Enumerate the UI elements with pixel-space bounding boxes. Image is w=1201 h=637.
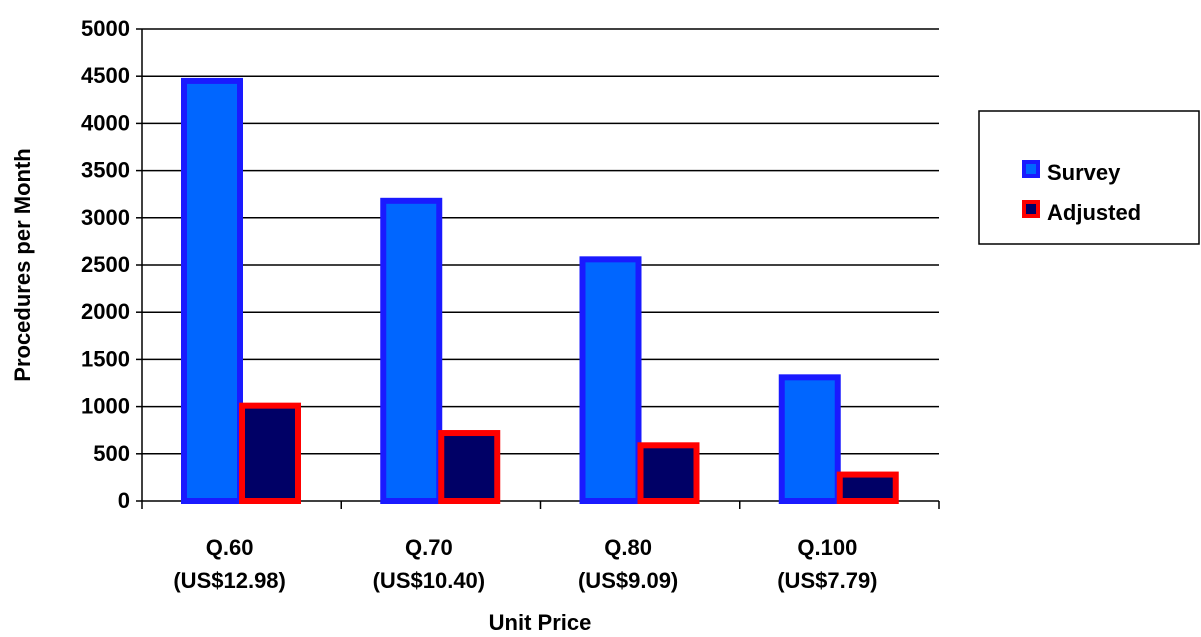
x-tick-label: Q.70	[405, 535, 453, 560]
x-tick-labels: Q.60 (US$12.98) Q.70 (US$10.40) Q.80 (US$9.09…	[141, 501, 940, 593]
legend-box	[978, 110, 1200, 245]
legend-label-adjusted: Adjusted	[1047, 200, 1141, 225]
y-tick-label: 4500	[81, 63, 130, 88]
y-tick-label: 2000	[81, 299, 130, 324]
x-tick-label: (US$12.98)	[173, 568, 286, 593]
bar-survey-2	[579, 256, 642, 504]
bar-survey-3	[778, 374, 841, 504]
y-tick-label: 4000	[81, 110, 130, 135]
y-tick-labels: 0 500 1000 1500 2000 2500 3000 3500 4000 4500 5000	[81, 16, 142, 513]
x-tick-label: Q.80	[604, 535, 652, 560]
legend: Survey Adjusted	[978, 110, 1200, 245]
x-axis-label: Unit Price	[489, 610, 592, 635]
x-tick-label: (US$7.79)	[777, 568, 877, 593]
bars	[181, 77, 899, 505]
x-tick-label: (US$9.09)	[578, 568, 678, 593]
legend-swatch-adjusted	[1022, 200, 1040, 218]
y-tick-label: 3000	[81, 205, 130, 230]
x-tick-label: (US$10.40)	[373, 568, 486, 593]
bar-adjusted-2	[637, 442, 700, 504]
legend-label-survey: Survey	[1047, 160, 1121, 185]
y-tick-label: 1000	[81, 394, 130, 419]
legend-swatch-survey	[1022, 160, 1040, 178]
y-axis-label: Procedures per Month	[10, 148, 35, 381]
y-tick-label: 0	[118, 488, 130, 513]
y-tick-label: 500	[93, 441, 130, 466]
y-tick-label: 5000	[81, 16, 130, 41]
y-tick-label: 3500	[81, 158, 130, 183]
bar-adjusted-3	[836, 471, 899, 504]
bar-survey-1	[380, 197, 443, 504]
x-tick-label: Q.100	[797, 535, 857, 560]
bar-adjusted-0	[239, 402, 301, 505]
bar-survey-0	[181, 77, 243, 504]
x-tick-label: Q.60	[206, 535, 254, 560]
bar-adjusted-1	[438, 430, 501, 505]
y-tick-label: 2500	[81, 252, 130, 277]
y-tick-label: 1500	[81, 346, 130, 371]
